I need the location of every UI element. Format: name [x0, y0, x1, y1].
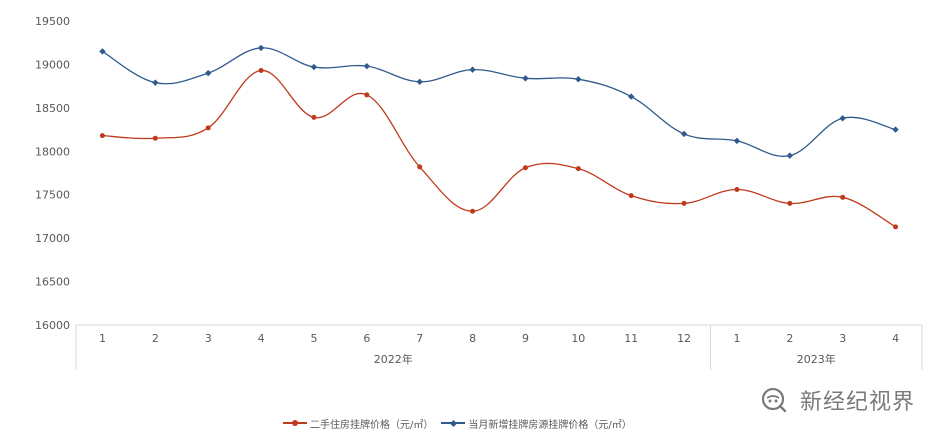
- x-tick-label: 6: [363, 332, 370, 345]
- wechat-search-icon: [761, 387, 787, 413]
- data-point-series-2: [839, 115, 846, 122]
- series-line-1: [102, 69, 896, 228]
- data-point-series-1: [734, 187, 740, 193]
- watermark: 新经纪视界: [760, 384, 915, 416]
- y-tick-label: 16000: [35, 319, 70, 332]
- x-tick-label: 2: [786, 332, 793, 345]
- chart-legend: 二手住房挂牌价格（元/㎡） 当月新增挂牌房源挂牌价格（元/㎡）: [283, 414, 632, 432]
- data-point-series-1: [628, 193, 634, 199]
- x-tick-label: 3: [205, 332, 212, 345]
- data-point-series-1: [99, 133, 105, 139]
- data-point-series-2: [733, 137, 741, 145]
- legend-swatch-series-1: [283, 418, 307, 428]
- data-point-series-2: [786, 152, 794, 159]
- y-tick-label: 17500: [35, 189, 70, 202]
- y-tick-label: 16500: [35, 276, 70, 289]
- y-tick-label: 17000: [35, 232, 70, 245]
- data-point-series-2: [892, 126, 899, 133]
- data-point-series-1: [417, 164, 423, 170]
- legend-item-series-1: 二手住房挂牌价格（元/㎡）: [283, 416, 433, 431]
- x-tick-label: 4: [892, 332, 899, 345]
- data-point-series-2: [257, 44, 265, 52]
- data-point-series-2: [627, 93, 635, 100]
- legend-swatch-series-2: [441, 418, 466, 428]
- x-tick-label: 10: [571, 332, 585, 345]
- legend-label-series-2: 当月新增挂牌房源挂牌价格（元/㎡）: [468, 419, 632, 431]
- y-tick-label: 19500: [35, 15, 70, 28]
- data-point-series-2: [575, 75, 582, 83]
- x-tick-label: 1: [99, 332, 106, 345]
- y-tick-label: 18500: [35, 102, 70, 115]
- legend-label-series-1: 二手住房挂牌价格（元/㎡）: [310, 419, 434, 431]
- data-point-series-1: [364, 92, 370, 98]
- data-point-series-1: [522, 165, 528, 171]
- data-point-series-1: [893, 224, 899, 230]
- data-point-series-1: [205, 125, 211, 131]
- x-group-label: 2023年: [797, 352, 836, 366]
- x-tick-label: 5: [310, 332, 317, 345]
- x-tick-label: 7: [416, 332, 423, 345]
- data-point-series-1: [575, 166, 581, 172]
- data-point-series-2: [416, 78, 423, 85]
- data-point-series-2: [99, 48, 106, 55]
- data-point-series-1: [470, 208, 476, 214]
- x-tick-label: 1: [733, 332, 740, 345]
- data-point-series-2: [680, 130, 688, 138]
- x-group-label: 2022年: [374, 352, 413, 366]
- x-tick-label: 3: [839, 332, 846, 345]
- data-point-series-1: [681, 200, 687, 206]
- data-point-series-2: [310, 63, 318, 71]
- data-point-series-1: [311, 114, 317, 120]
- data-point-series-2: [469, 66, 476, 73]
- x-tick-label: 11: [624, 332, 638, 345]
- series-line-2: [102, 47, 896, 157]
- data-point-series-2: [522, 75, 529, 82]
- x-tick-label: 12: [677, 332, 691, 345]
- x-tick-label: 8: [469, 332, 476, 345]
- data-point-series-1: [787, 200, 793, 206]
- data-point-series-1: [258, 68, 264, 74]
- watermark-text: 新经纪视界: [800, 390, 916, 415]
- data-point-series-2: [363, 62, 371, 70]
- legend-item-series-2: 当月新增挂牌房源挂牌价格（元/㎡）: [441, 416, 632, 431]
- y-tick-label: 19000: [35, 58, 70, 71]
- x-tick-label: 4: [258, 332, 265, 345]
- data-point-series-1: [152, 135, 158, 141]
- data-point-series-1: [840, 194, 846, 200]
- y-tick-label: 18000: [35, 145, 70, 158]
- data-point-series-2: [204, 69, 212, 77]
- data-point-series-2: [152, 79, 159, 86]
- x-tick-label: 2: [152, 332, 159, 345]
- x-tick-label: 9: [522, 332, 529, 345]
